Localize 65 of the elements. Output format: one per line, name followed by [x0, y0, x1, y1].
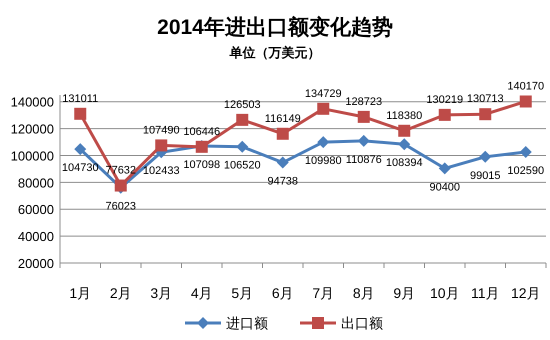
point [479, 150, 492, 163]
legend-label: 出口额 [341, 315, 383, 331]
chart-title: 2014年进出口额变化趋势 [157, 15, 393, 39]
x-tick-label: 3月 [150, 285, 172, 301]
point [438, 108, 451, 121]
data-label: 118380 [386, 110, 422, 122]
point [438, 162, 451, 174]
x-tick-label: 5月 [231, 285, 254, 301]
data-label: 110876 [346, 154, 382, 166]
data-label: 106446 [183, 126, 220, 138]
data-label: 102433 [142, 165, 180, 178]
x-tick-label: 4月 [190, 285, 213, 301]
point [276, 128, 289, 140]
point [317, 102, 330, 115]
data-label: 94738 [267, 176, 298, 188]
point [74, 108, 86, 120]
x-tick-label: 12月 [510, 285, 541, 301]
point [358, 110, 370, 123]
data-label: 140170 [507, 80, 544, 92]
data-label: 76023 [105, 200, 136, 213]
point [520, 95, 532, 108]
data-label: 128723 [345, 96, 382, 108]
point [398, 138, 410, 150]
data-label: 107098 [183, 158, 220, 171]
data-label: 107490 [142, 124, 180, 136]
data-label: 130713 [466, 93, 504, 106]
data-label: 108394 [386, 157, 423, 170]
chart-subtitle: 单位（万美元） [228, 45, 320, 60]
x-tick-label: 6月 [272, 285, 294, 301]
data-label: 102590 [507, 165, 544, 177]
data-label: 130219 [426, 94, 464, 106]
point [155, 139, 168, 152]
data-label: 126503 [224, 98, 261, 111]
y-tick-label: 120000 [10, 122, 54, 137]
data-label: 116149 [264, 112, 301, 125]
data-label: 104730 [62, 162, 99, 174]
point [358, 134, 370, 147]
data-label: 106520 [224, 160, 261, 172]
y-tick-label: 140000 [10, 94, 54, 110]
point [74, 143, 86, 156]
point [236, 114, 248, 126]
x-tick-label: 9月 [393, 285, 416, 301]
y-tick-label: 20000 [18, 256, 54, 271]
point [276, 156, 289, 169]
x-tick-label: 8月 [352, 285, 375, 301]
point [520, 146, 532, 158]
x-tick-label: 1月 [69, 285, 92, 301]
data-label: 90400 [429, 181, 460, 194]
y-tick-label: 60000 [18, 202, 54, 218]
x-tick-label: 10月 [430, 285, 460, 301]
x-tick-label: 7月 [312, 285, 334, 301]
legend-label: 进口额 [226, 315, 268, 331]
point [479, 108, 492, 120]
y-tick-label: 80000 [18, 175, 54, 190]
data-label: 134729 [304, 88, 342, 100]
data-label: 109980 [304, 155, 342, 168]
y-tick-label: 40000 [18, 229, 54, 244]
point [236, 140, 248, 153]
data-label: 99015 [470, 170, 501, 182]
point [317, 136, 330, 148]
data-label: 131011 [62, 92, 98, 105]
x-tick-label: 11月 [470, 285, 500, 301]
y-tick-label: 100000 [10, 148, 54, 164]
x-tick-label: 2月 [110, 285, 132, 301]
point [398, 124, 410, 137]
